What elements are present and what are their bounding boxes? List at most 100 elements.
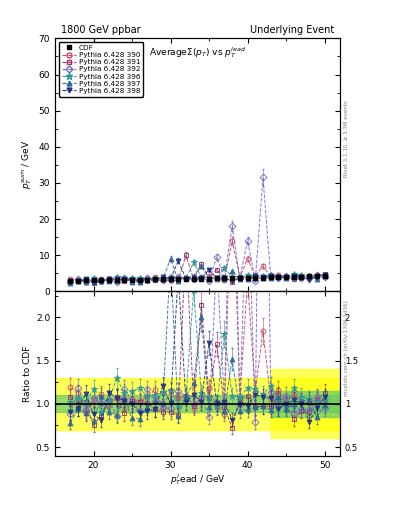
Pythia 6.428 398: [307, 276, 312, 283]
Pythia 6.428 397: [222, 276, 227, 283]
Pythia 6.428 398: [245, 275, 250, 281]
Legend: CDF, Pythia 6.428 390, Pythia 6.428 391, Pythia 6.428 392, Pythia 6.428 396, Pyt: CDF, Pythia 6.428 390, Pythia 6.428 391,…: [59, 42, 143, 97]
Pythia 6.428 390: [322, 273, 327, 279]
Pythia 6.428 398: [199, 275, 204, 282]
Pythia 6.428 396: [176, 276, 181, 282]
Pythia 6.428 391: [261, 275, 265, 281]
Pythia 6.428 391: [176, 278, 181, 284]
Pythia 6.428 398: [268, 273, 273, 280]
Pythia 6.428 398: [76, 279, 81, 285]
Pythia 6.428 392: [68, 279, 73, 285]
Pythia 6.428 390: [237, 274, 242, 280]
Pythia 6.428 392: [199, 275, 204, 281]
Pythia 6.428 397: [107, 278, 111, 284]
Pythia 6.428 391: [199, 261, 204, 267]
Pythia 6.428 396: [160, 274, 165, 281]
Pythia 6.428 398: [138, 278, 142, 284]
Pythia 6.428 397: [299, 273, 304, 279]
Pythia 6.428 392: [114, 279, 119, 285]
Pythia 6.428 390: [191, 276, 196, 283]
Pythia 6.428 396: [245, 272, 250, 279]
Pythia 6.428 396: [114, 273, 119, 280]
Pythia 6.428 392: [245, 238, 250, 244]
Pythia 6.428 396: [184, 275, 188, 281]
Pythia 6.428 392: [138, 278, 142, 284]
Pythia 6.428 392: [168, 276, 173, 283]
Pythia 6.428 397: [253, 275, 257, 282]
Pythia 6.428 397: [191, 273, 196, 279]
Pythia 6.428 398: [99, 279, 104, 285]
Pythia 6.428 392: [268, 272, 273, 279]
Pythia 6.428 397: [291, 274, 296, 280]
Pythia 6.428 397: [261, 275, 265, 281]
Pythia 6.428 398: [261, 273, 265, 280]
Pythia 6.428 392: [76, 276, 81, 282]
Pythia 6.428 396: [322, 272, 327, 279]
Pythia 6.428 391: [253, 275, 257, 282]
Pythia 6.428 390: [222, 276, 227, 283]
Pythia 6.428 397: [160, 276, 165, 282]
Pythia 6.428 396: [237, 274, 242, 280]
Pythia 6.428 397: [284, 275, 288, 281]
Pythia 6.428 390: [130, 276, 134, 282]
Pythia 6.428 391: [299, 275, 304, 281]
Pythia 6.428 396: [268, 271, 273, 278]
Pythia 6.428 390: [230, 238, 235, 244]
Pythia 6.428 396: [83, 278, 88, 284]
Pythia 6.428 392: [107, 276, 111, 283]
Line: Pythia 6.428 391: Pythia 6.428 391: [68, 253, 327, 286]
Pythia 6.428 392: [322, 274, 327, 280]
Pythia 6.428 398: [168, 276, 173, 282]
Pythia 6.428 398: [107, 275, 111, 282]
Pythia 6.428 392: [130, 276, 134, 283]
Pythia 6.428 391: [307, 275, 312, 281]
Pythia 6.428 392: [253, 278, 257, 284]
Pythia 6.428 397: [230, 268, 235, 274]
Pythia 6.428 391: [99, 279, 104, 285]
Pythia 6.428 392: [276, 274, 281, 281]
Pythia 6.428 396: [299, 272, 304, 279]
Pythia 6.428 391: [168, 278, 173, 284]
Pythia 6.428 398: [314, 274, 319, 280]
Pythia 6.428 392: [222, 275, 227, 281]
Pythia 6.428 390: [284, 273, 288, 280]
Pythia 6.428 396: [253, 272, 257, 279]
Pythia 6.428 392: [191, 276, 196, 282]
Pythia 6.428 390: [168, 274, 173, 281]
Pythia 6.428 390: [122, 276, 127, 282]
Pythia 6.428 397: [68, 280, 73, 286]
Pythia 6.428 390: [160, 276, 165, 283]
Pythia 6.428 390: [214, 276, 219, 282]
Pythia 6.428 391: [245, 274, 250, 280]
Pythia 6.428 390: [253, 273, 257, 279]
Pythia 6.428 391: [230, 279, 235, 285]
Pythia 6.428 392: [291, 275, 296, 282]
Pythia 6.428 390: [91, 276, 96, 283]
Pythia 6.428 391: [153, 277, 158, 283]
Pythia 6.428 398: [284, 274, 288, 280]
Pythia 6.428 390: [99, 276, 104, 282]
Pythia 6.428 390: [114, 276, 119, 282]
Line: Pythia 6.428 398: Pythia 6.428 398: [68, 258, 327, 285]
Pythia 6.428 397: [176, 278, 181, 284]
Line: Pythia 6.428 397: Pythia 6.428 397: [68, 257, 327, 286]
Pythia 6.428 391: [322, 271, 327, 278]
Pythia 6.428 397: [168, 255, 173, 262]
Pythia 6.428 390: [299, 273, 304, 279]
Pythia 6.428 391: [284, 274, 288, 280]
Pythia 6.428 398: [184, 275, 188, 282]
Text: mcplots.cern.ch [arXiv:1306.3436]: mcplots.cern.ch [arXiv:1306.3436]: [344, 301, 349, 396]
Pythia 6.428 396: [91, 275, 96, 282]
Pythia 6.428 392: [230, 223, 235, 229]
Line: Pythia 6.428 392: Pythia 6.428 392: [68, 175, 327, 285]
Pythia 6.428 392: [261, 175, 265, 181]
Pythia 6.428 390: [291, 272, 296, 279]
Pythia 6.428 392: [83, 278, 88, 284]
Pythia 6.428 397: [199, 263, 204, 269]
Pythia 6.428 398: [68, 279, 73, 285]
Pythia 6.428 396: [291, 271, 296, 278]
Line: Pythia 6.428 390: Pythia 6.428 390: [68, 238, 327, 284]
Pythia 6.428 391: [91, 280, 96, 286]
Pythia 6.428 390: [184, 275, 188, 281]
X-axis label: $p_T^{l}$ead / GeV: $p_T^{l}$ead / GeV: [169, 472, 226, 487]
